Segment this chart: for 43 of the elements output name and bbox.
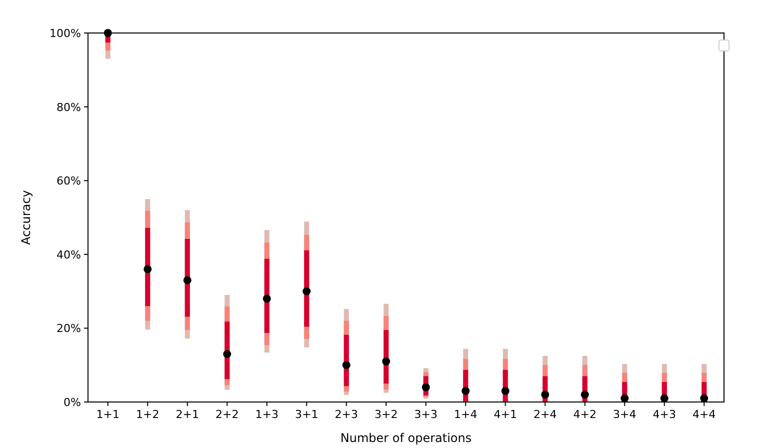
x-axis-title: Number of operations: [340, 431, 472, 445]
y-tick-label: 100%: [50, 27, 81, 40]
point: [462, 386, 470, 395]
bar: [264, 258, 270, 333]
x-tick-label: 3+3: [414, 408, 438, 421]
x-tick-label: 4+3: [652, 408, 676, 421]
bar: [145, 228, 150, 306]
x-tick-label: 3+1: [295, 408, 318, 421]
point: [501, 386, 510, 395]
point: [660, 394, 668, 402]
bar: [304, 250, 310, 327]
x-tick-label: 3+4: [613, 408, 636, 421]
point: [302, 287, 311, 296]
point: [382, 357, 390, 366]
x-tick-label: 4+2: [573, 408, 596, 421]
bar: [184, 238, 190, 317]
point: [342, 361, 350, 370]
point: [183, 276, 192, 284]
point: [541, 390, 550, 399]
x-tick-label: 2+1: [176, 408, 199, 421]
x-tick-label: 1+3: [255, 408, 278, 421]
y-tick-label: 0%: [64, 396, 81, 409]
y-tick-label: 80%: [56, 100, 81, 114]
x-tick-label: 3+2: [374, 408, 398, 421]
x-tick-label: 1+1: [96, 408, 120, 421]
point: [620, 394, 629, 402]
point: [422, 383, 430, 392]
point: [262, 294, 271, 303]
x-tick-label: 1+4: [454, 408, 478, 421]
y-tick-label: 60%: [56, 174, 81, 188]
point: [144, 265, 152, 274]
x-tick-label: 4+1: [494, 408, 517, 421]
x-tick-label: 2+2: [216, 408, 239, 421]
x-tick-label: 2+4: [534, 408, 557, 421]
y-tick-label: 40%: [56, 248, 81, 262]
point: [580, 390, 589, 399]
x-tick-label: 4+4: [692, 408, 716, 421]
y-tick-label: 20%: [56, 322, 81, 336]
x-tick-label: 1+2: [136, 408, 160, 421]
point: [700, 394, 708, 402]
point: [223, 350, 232, 358]
x-tick-label: 2+3: [334, 408, 358, 421]
y-axis-title: Accuracy: [19, 190, 33, 245]
